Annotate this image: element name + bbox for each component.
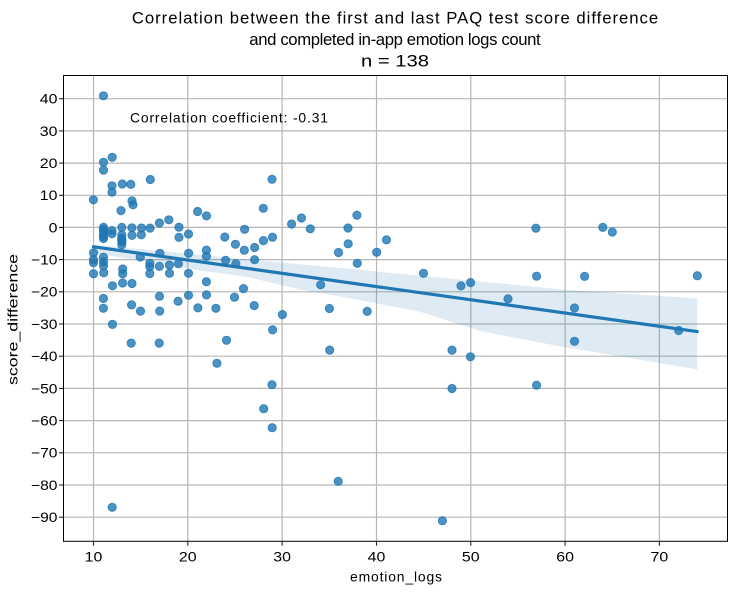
svg-text:Correlation between the first: Correlation between the first and last P… xyxy=(132,9,658,28)
svg-text:Correlation coefficient: -0.31: Correlation coefficient: -0.31 xyxy=(130,110,328,126)
svg-text:−80: −80 xyxy=(31,477,58,493)
svg-text:20: 20 xyxy=(179,549,197,565)
svg-text:10: 10 xyxy=(85,549,103,565)
svg-text:10: 10 xyxy=(40,187,58,203)
svg-text:−60: −60 xyxy=(31,413,58,429)
svg-text:emotion_logs: emotion_logs xyxy=(350,569,442,585)
svg-text:−30: −30 xyxy=(31,316,58,332)
svg-text:−70: −70 xyxy=(31,445,58,461)
svg-text:−20: −20 xyxy=(31,284,58,300)
svg-text:60: 60 xyxy=(556,549,574,565)
svg-text:−90: −90 xyxy=(31,509,58,525)
svg-text:score_difference: score_difference xyxy=(5,254,21,385)
svg-text:and completed in-app emotion l: and completed in-app emotion logs count xyxy=(249,30,541,49)
svg-text:−50: −50 xyxy=(31,380,58,396)
svg-text:−10: −10 xyxy=(31,252,58,268)
svg-text:50: 50 xyxy=(462,549,480,565)
svg-text:30: 30 xyxy=(273,549,291,565)
svg-text:−40: −40 xyxy=(31,348,58,364)
svg-text:70: 70 xyxy=(651,549,669,565)
svg-text:30: 30 xyxy=(40,123,58,139)
svg-text:20: 20 xyxy=(40,155,58,171)
svg-text:0: 0 xyxy=(49,219,58,235)
svg-text:40: 40 xyxy=(40,91,58,107)
svg-text:n = 138: n = 138 xyxy=(361,52,429,71)
svg-text:40: 40 xyxy=(368,549,386,565)
